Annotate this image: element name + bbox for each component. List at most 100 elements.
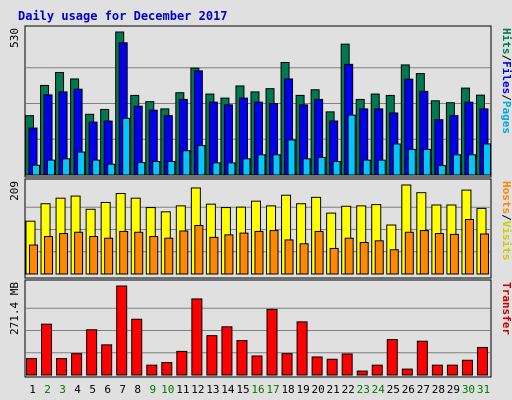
legend-item-hits-files-pages-3: / <box>500 94 512 101</box>
bar-transfer-8 <box>131 318 143 376</box>
bar-pages-21 <box>332 161 341 176</box>
bar-pages-18 <box>287 139 296 176</box>
bar-pages-4 <box>77 151 86 176</box>
bar-transfer-21 <box>326 358 338 376</box>
bar-hosts-7 <box>119 230 129 275</box>
x-tick-label-31: 31 <box>477 383 490 396</box>
bar-transfer-9 <box>146 364 158 376</box>
y-max-label-transfer: 271.4 MB <box>8 282 21 335</box>
bar-transfer-12 <box>191 298 203 376</box>
bar-pages-26 <box>407 148 416 176</box>
bar-pages-11 <box>182 150 191 176</box>
bar-transfer-24 <box>371 364 383 376</box>
x-tick-label-22: 22 <box>342 383 355 396</box>
bar-pages-5 <box>92 159 101 176</box>
bar-transfer-16 <box>251 355 263 376</box>
bar-pages-22 <box>347 114 356 176</box>
bar-pages-8 <box>137 162 146 176</box>
bar-pages-14 <box>227 162 236 176</box>
x-tick-label-26: 26 <box>402 383 415 396</box>
x-tick-label-2: 2 <box>44 383 51 396</box>
chart-title: Daily usage for December 2017 <box>18 9 228 23</box>
bar-hosts-24 <box>374 240 384 275</box>
bar-transfer-15 <box>236 340 248 376</box>
bar-hosts-16 <box>254 230 264 275</box>
bar-transfer-11 <box>176 350 188 376</box>
bar-hosts-13 <box>209 236 219 275</box>
bar-transfer-31 <box>476 346 488 376</box>
bar-hosts-6 <box>104 237 114 275</box>
legend-item-visits-hosts-0: Hosts <box>500 181 512 214</box>
legend-item-hits-files-pages-2: Files <box>500 61 512 94</box>
bar-transfer-4 <box>71 353 83 376</box>
x-tick-label-7: 7 <box>119 383 126 396</box>
bar-transfer-17 <box>266 308 278 376</box>
bar-hosts-10 <box>164 237 174 275</box>
x-tick-label-11: 11 <box>176 383 189 396</box>
bar-pages-16 <box>257 154 266 176</box>
bar-hosts-18 <box>284 239 294 275</box>
bar-transfer-13 <box>206 335 218 376</box>
bar-hosts-26 <box>404 231 414 275</box>
bar-pages-10 <box>167 161 176 176</box>
bar-transfer-29 <box>446 364 458 376</box>
x-tick-label-12: 12 <box>191 383 204 396</box>
bar-hosts-12 <box>194 224 204 275</box>
x-tick-label-10: 10 <box>161 383 174 396</box>
bar-hosts-23 <box>359 241 369 275</box>
bar-transfer-22 <box>341 353 353 376</box>
bar-hosts-14 <box>224 234 234 275</box>
bar-pages-25 <box>392 143 401 176</box>
bar-transfer-10 <box>161 362 173 376</box>
bar-transfer-23 <box>356 370 368 376</box>
bar-hosts-2 <box>44 236 54 275</box>
bar-pages-9 <box>152 161 161 176</box>
bar-transfer-5 <box>86 329 98 376</box>
bar-transfer-3 <box>56 358 68 376</box>
legend-item-hits-files-pages-4: Pages <box>500 101 512 134</box>
bar-pages-31 <box>482 143 491 176</box>
bar-transfer-28 <box>431 364 443 376</box>
bar-hosts-30 <box>464 218 474 275</box>
x-tick-label-3: 3 <box>59 383 66 396</box>
x-tick-label-29: 29 <box>447 383 460 396</box>
bar-hosts-9 <box>149 236 159 275</box>
bar-transfer-7 <box>116 285 128 376</box>
bar-pages-24 <box>377 159 386 176</box>
bar-hosts-3 <box>59 233 69 275</box>
bar-pages-12 <box>197 145 206 176</box>
bar-hosts-20 <box>314 230 324 275</box>
x-tick-label-19: 19 <box>296 383 309 396</box>
bar-hosts-19 <box>299 243 309 275</box>
legend-hits-files-pages: Hits/Files/Pages <box>500 28 512 134</box>
bar-transfer-26 <box>401 368 413 376</box>
bar-transfer-27 <box>416 340 428 376</box>
bar-pages-29 <box>452 154 461 176</box>
bar-transfer-1 <box>26 358 37 376</box>
x-tick-label-16: 16 <box>251 383 264 396</box>
bar-transfer-18 <box>281 353 293 376</box>
bar-pages-23 <box>362 159 371 176</box>
legend-item-visits-hosts-2: Visits <box>500 221 512 261</box>
bar-pages-28 <box>437 165 446 176</box>
bar-pages-1 <box>32 164 40 176</box>
y-max-label-hits-files-pages: 530 <box>8 28 21 48</box>
legend-item-hits-files-pages-1: / <box>500 55 512 62</box>
x-tick-label-15: 15 <box>236 383 249 396</box>
bar-hosts-25 <box>389 249 399 275</box>
x-tick-label-6: 6 <box>104 383 111 396</box>
x-tick-label-25: 25 <box>387 383 400 396</box>
bar-hosts-5 <box>89 236 99 275</box>
bar-pages-30 <box>467 154 476 176</box>
x-tick-label-8: 8 <box>134 383 141 396</box>
bar-pages-15 <box>242 158 251 176</box>
bar-pages-7 <box>122 117 131 176</box>
bar-pages-2 <box>47 159 56 176</box>
bar-transfer-14 <box>221 326 233 376</box>
x-tick-label-18: 18 <box>281 383 294 396</box>
x-tick-label-9: 9 <box>149 383 156 396</box>
bar-hosts-8 <box>134 231 144 275</box>
legend-visits-hosts: Hosts/Visits <box>500 181 512 261</box>
bar-hosts-31 <box>479 233 489 275</box>
